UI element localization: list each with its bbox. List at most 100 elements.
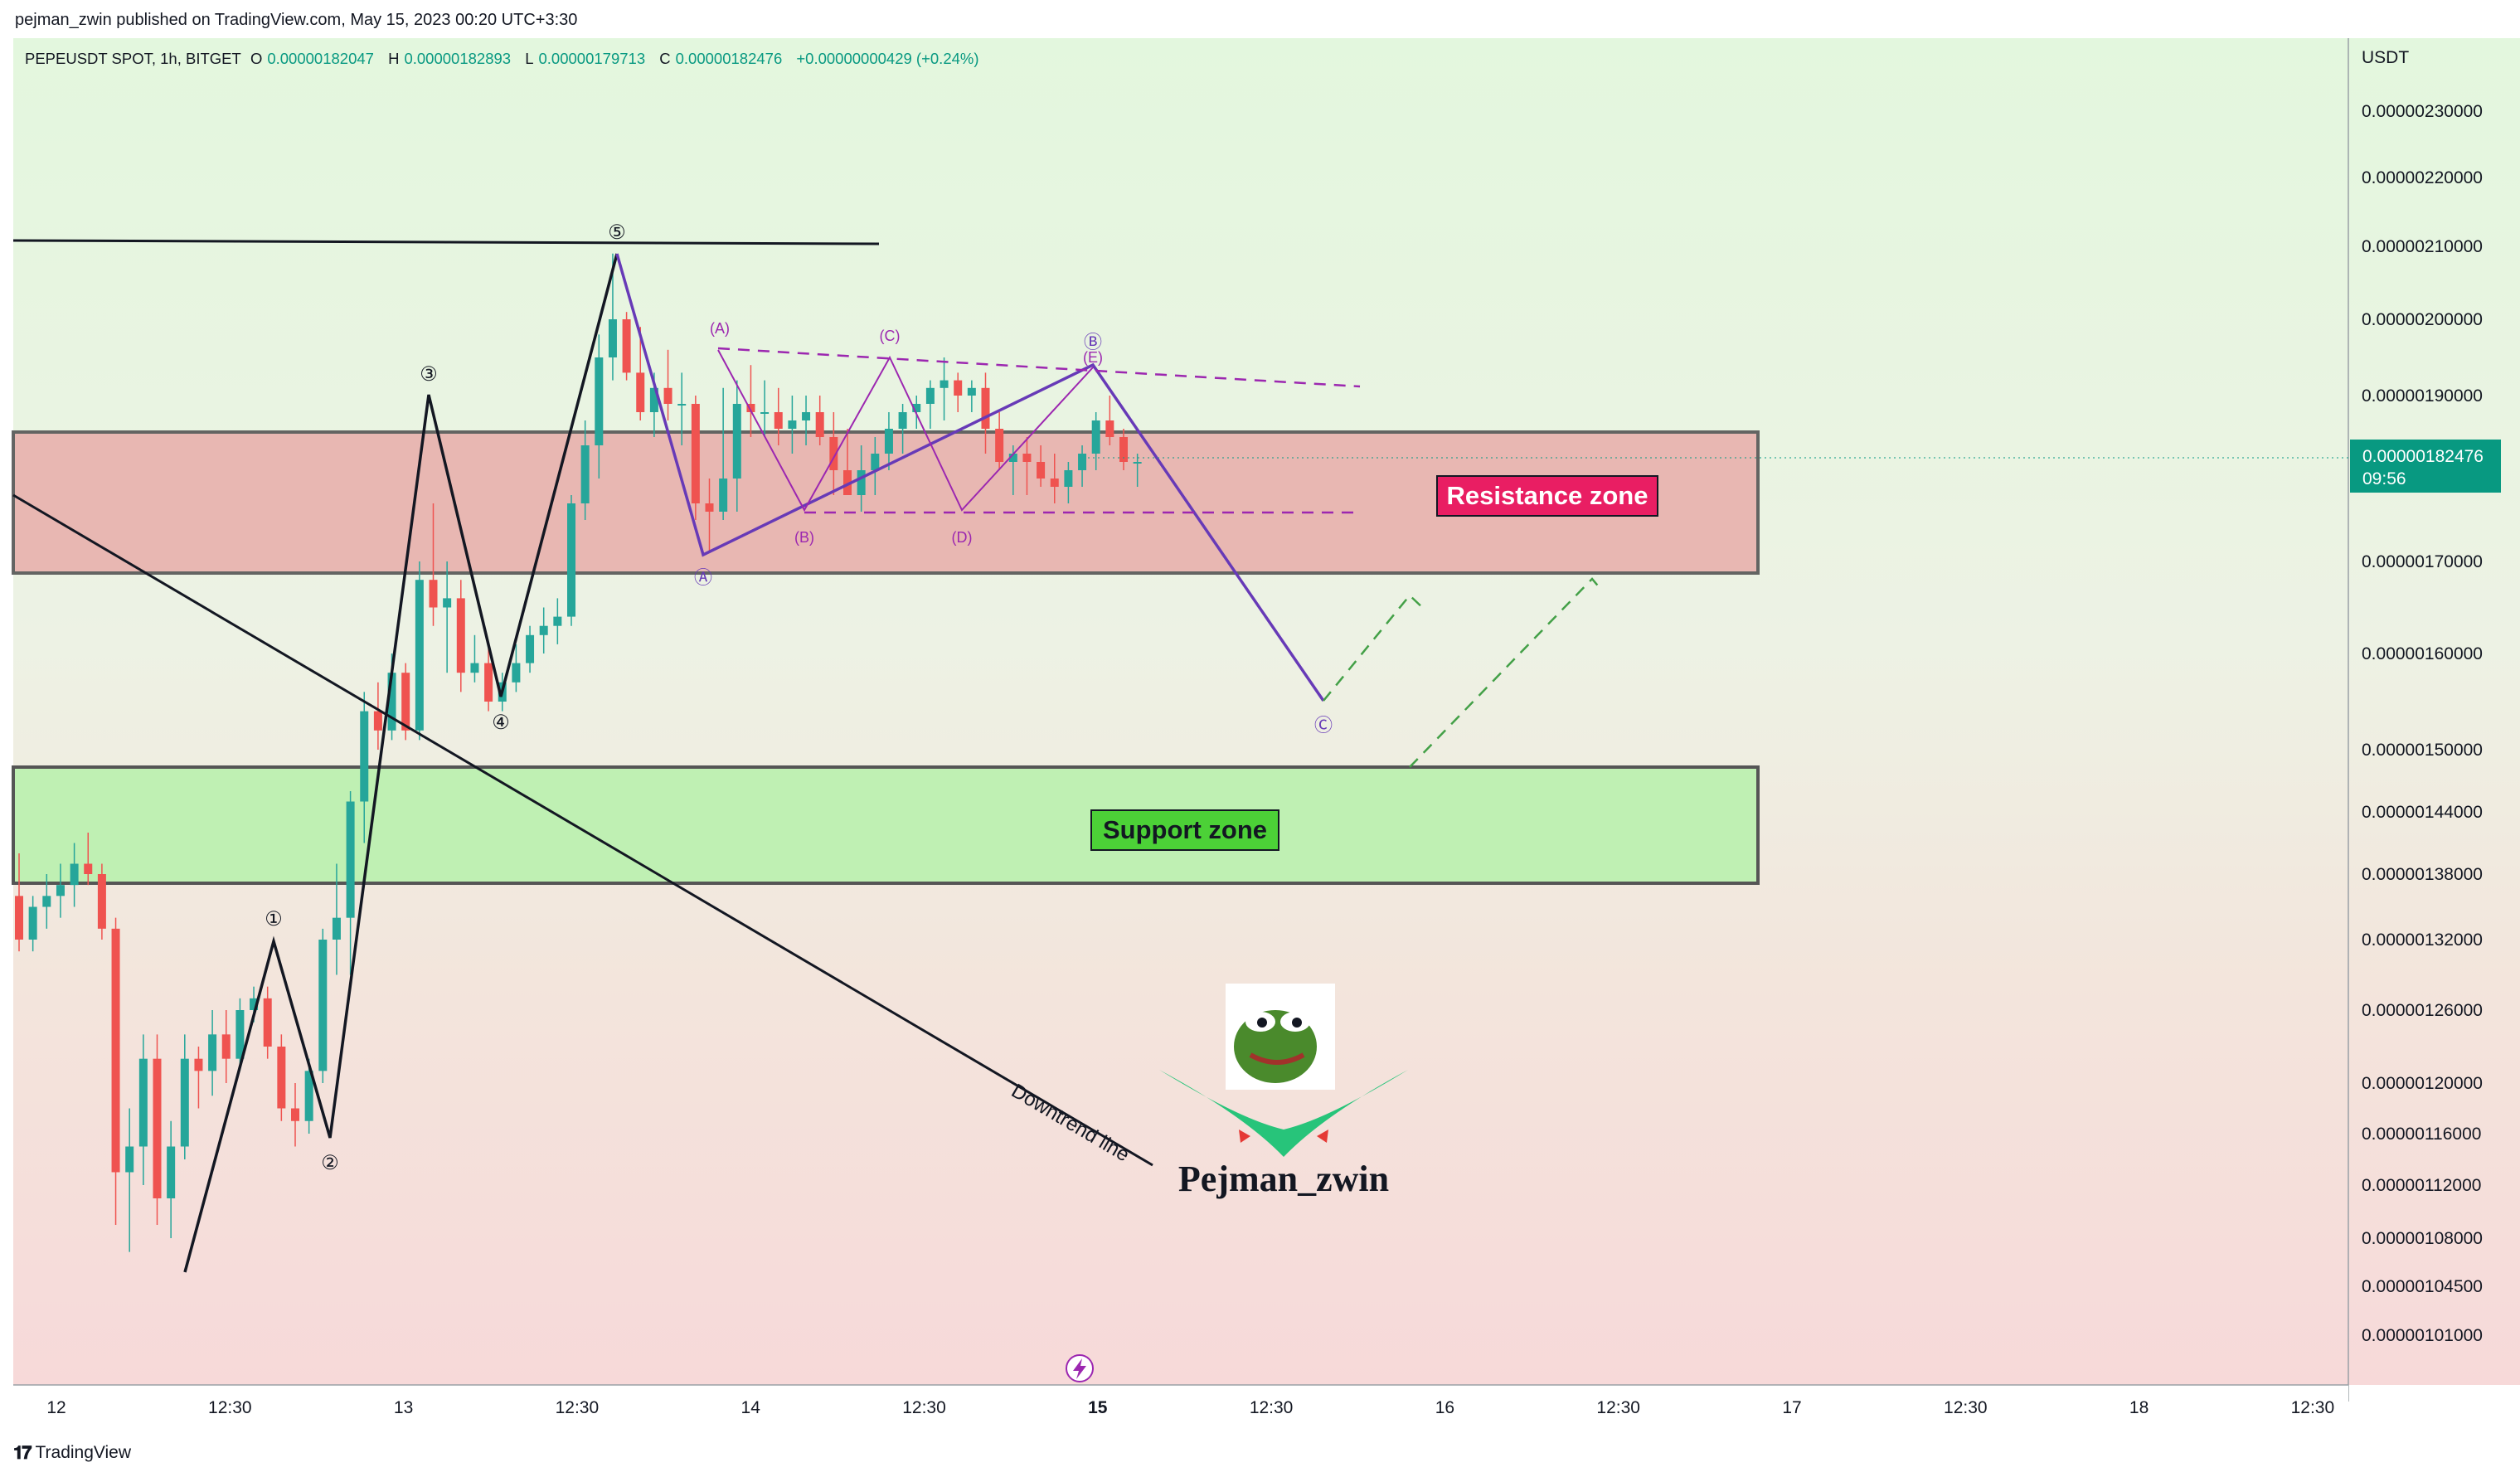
currency-label: USDT bbox=[2362, 48, 2409, 67]
projection-line-1[interactable] bbox=[1323, 594, 1425, 702]
candle-body bbox=[1105, 420, 1114, 437]
time-tick-label: 12:30 bbox=[2291, 1398, 2335, 1417]
candle-body bbox=[70, 863, 79, 886]
support-label[interactable]: Support zone bbox=[1090, 809, 1279, 851]
wave-label-2: ② bbox=[321, 1152, 339, 1174]
time-tick-label: 16 bbox=[1435, 1398, 1454, 1417]
candle-body bbox=[622, 319, 631, 373]
time-tick-label: 15 bbox=[1088, 1398, 1108, 1417]
top-horizontal-line[interactable] bbox=[12, 239, 880, 245]
candle-body bbox=[277, 1047, 286, 1109]
candle-body bbox=[401, 673, 410, 731]
candle-body bbox=[360, 711, 369, 802]
resistance-label-text: Resistance zone bbox=[1447, 481, 1648, 510]
candle-body bbox=[318, 940, 328, 1071]
candle-body bbox=[788, 420, 797, 429]
candle-body bbox=[802, 412, 811, 420]
candle-body bbox=[28, 906, 37, 940]
triangle-wave-path[interactable] bbox=[717, 349, 1094, 513]
tradingview-logo[interactable]: 𝟏𝟕 TradingView bbox=[13, 1442, 131, 1464]
candle-body bbox=[221, 1034, 231, 1059]
candle-body bbox=[15, 896, 23, 940]
close-label: C bbox=[659, 50, 671, 67]
price-tick-label: 0.00000104500 bbox=[2362, 1277, 2483, 1296]
candle-body bbox=[608, 319, 617, 357]
price-axis[interactable]: USDT 0.00000230000 0.00000220000 0.0000021… bbox=[2362, 48, 2483, 1345]
candle-body bbox=[1119, 437, 1128, 462]
wave-labels: ① ② ③ ④ ⑤ Ⓐ Ⓑ Ⓒ (A) (B) (C) (D) (E) bbox=[265, 221, 1333, 1174]
candle-body bbox=[580, 445, 590, 503]
time-tick-label: 12 bbox=[46, 1398, 66, 1417]
tradingview-brand: TradingView bbox=[35, 1443, 132, 1462]
high-label: H bbox=[388, 50, 400, 67]
correction-wave-path[interactable] bbox=[615, 253, 1325, 702]
price-tick-label: 0.00000138000 bbox=[2362, 865, 2483, 884]
symbol-name[interactable]: PEPEUSDT SPOT, 1h, BITGET bbox=[25, 50, 241, 67]
triangle-upper-line[interactable] bbox=[717, 347, 1361, 388]
candle-body bbox=[746, 404, 755, 412]
candle-body bbox=[304, 1071, 313, 1121]
time-axis-background bbox=[13, 1385, 2348, 1428]
candle-body bbox=[705, 503, 714, 512]
candle-body bbox=[995, 429, 1004, 462]
time-tick-label: 18 bbox=[2129, 1398, 2149, 1417]
projection-line-2[interactable] bbox=[1409, 577, 1601, 768]
candle-body bbox=[871, 454, 880, 470]
resistance-label[interactable]: Resistance zone bbox=[1436, 475, 1658, 517]
candle-body bbox=[387, 673, 396, 731]
wave-label-3: ③ bbox=[420, 363, 438, 386]
candle-body bbox=[346, 801, 355, 918]
candle-body bbox=[111, 928, 120, 1173]
candle-body bbox=[940, 380, 949, 388]
support-zone[interactable] bbox=[12, 765, 1760, 885]
candle-body bbox=[595, 357, 604, 445]
time-tick-label: 12:30 bbox=[1596, 1398, 1640, 1417]
candle-body bbox=[1091, 420, 1100, 454]
wave-label-C: Ⓒ bbox=[1314, 715, 1333, 736]
candle-body bbox=[429, 580, 438, 608]
candle-body bbox=[663, 387, 672, 404]
time-tick-label: 17 bbox=[1782, 1398, 1801, 1417]
candle-body bbox=[194, 1058, 203, 1071]
low-value: 0.00000179713 bbox=[538, 50, 646, 67]
candle-body bbox=[553, 616, 562, 626]
candle-body bbox=[567, 503, 575, 617]
triangle-label-B: (B) bbox=[794, 529, 814, 546]
candle-body bbox=[208, 1034, 217, 1071]
wave-label-5: ⑤ bbox=[608, 221, 626, 244]
candle-body bbox=[815, 412, 824, 437]
candle-body bbox=[857, 470, 866, 495]
close-value: 0.00000182476 bbox=[675, 50, 783, 67]
time-axis[interactable]: 12 12:30 13 12:30 14 12:30 15 12:30 16 12:30 17 12:… bbox=[46, 1398, 2334, 1417]
candle-body bbox=[263, 998, 272, 1047]
impulse-wave-path[interactable] bbox=[183, 253, 619, 1273]
price-tick-label: 0.00000120000 bbox=[2362, 1074, 2483, 1093]
time-tick-label: 12:30 bbox=[902, 1398, 946, 1417]
candle-body bbox=[138, 1058, 148, 1147]
candle-body bbox=[512, 663, 521, 683]
candle-body bbox=[415, 580, 424, 731]
price-tick-label: 0.00000160000 bbox=[2362, 644, 2483, 663]
candle-body bbox=[1022, 454, 1032, 462]
candle-body bbox=[636, 372, 645, 412]
price-tick-label: 0.00000150000 bbox=[2362, 741, 2483, 760]
candle-body bbox=[456, 598, 465, 673]
candle-body bbox=[649, 387, 658, 412]
candle-body bbox=[1037, 462, 1046, 479]
lightning-icon[interactable] bbox=[1066, 1354, 1094, 1382]
candle-body bbox=[443, 598, 452, 608]
time-tick-label: 12:30 bbox=[1944, 1398, 1988, 1417]
open-value: 0.00000182047 bbox=[267, 50, 374, 67]
candle-body bbox=[954, 380, 963, 396]
price-tick-label: 0.00000144000 bbox=[2362, 803, 2483, 822]
candle-body bbox=[250, 998, 259, 1010]
candle-body bbox=[526, 634, 535, 663]
candle-body bbox=[470, 663, 479, 673]
downtrend-line[interactable] bbox=[12, 493, 1153, 1167]
footer bbox=[0, 1430, 2520, 1477]
price-tick-label: 0.00000230000 bbox=[2362, 102, 2483, 121]
candle-body bbox=[125, 1146, 134, 1173]
open-label: O bbox=[250, 50, 263, 67]
candle-body bbox=[235, 1010, 245, 1059]
